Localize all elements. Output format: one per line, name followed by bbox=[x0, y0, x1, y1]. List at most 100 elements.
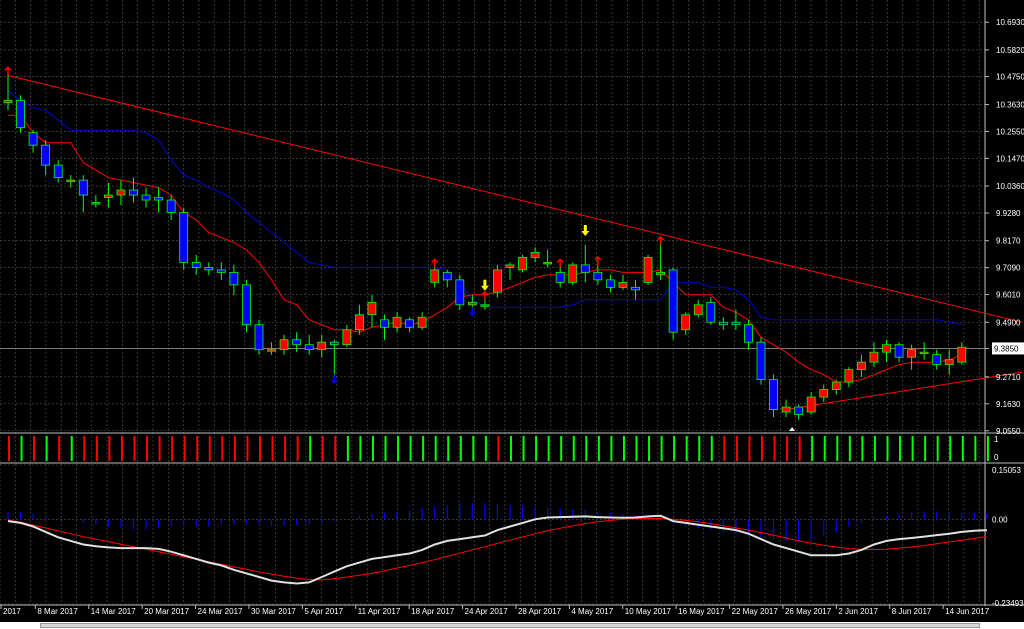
candle-body[interactable] bbox=[518, 257, 527, 271]
candle-body[interactable] bbox=[932, 354, 942, 366]
candle-body[interactable] bbox=[806, 396, 816, 413]
candle-body[interactable] bbox=[417, 316, 427, 328]
candle-body[interactable] bbox=[944, 359, 954, 366]
candle-body[interactable] bbox=[580, 264, 590, 273]
candle-body[interactable] bbox=[919, 351, 929, 355]
oscillator-pane[interactable] bbox=[7, 503, 988, 585]
candle-body[interactable] bbox=[907, 349, 916, 358]
candle-body[interactable] bbox=[91, 202, 101, 205]
osc-main-line bbox=[7, 514, 987, 585]
candle-body[interactable] bbox=[668, 269, 678, 333]
date-tick-label: 2 Jun 2017 bbox=[838, 607, 878, 616]
candle-body[interactable] bbox=[957, 346, 967, 363]
candle-body[interactable] bbox=[292, 339, 302, 346]
candle-body[interactable] bbox=[681, 314, 691, 331]
candle-body[interactable] bbox=[618, 281, 628, 288]
candle-body[interactable] bbox=[706, 301, 716, 323]
osc-tick-label: 0.15053 bbox=[992, 466, 1021, 475]
fractal-down-arrow-icon bbox=[330, 374, 338, 384]
price-tick-label: 9.8170 bbox=[996, 237, 1021, 246]
price-tick-label: 9.0550 bbox=[996, 427, 1021, 436]
candle-body[interactable] bbox=[116, 189, 126, 196]
candle-body[interactable] bbox=[342, 329, 352, 346]
candle-body[interactable] bbox=[769, 379, 778, 410]
candle-body[interactable] bbox=[631, 286, 640, 291]
candle-body[interactable] bbox=[568, 264, 578, 283]
candle-body[interactable] bbox=[154, 197, 164, 201]
candle-body[interactable] bbox=[593, 271, 603, 281]
candle-body[interactable] bbox=[354, 314, 364, 331]
candle-body[interactable] bbox=[66, 179, 76, 182]
date-tick-label: 16 May 2017 bbox=[678, 607, 725, 616]
candle-body[interactable] bbox=[204, 266, 214, 271]
price-tick-label: 9.6010 bbox=[996, 291, 1021, 300]
candle-body[interactable] bbox=[857, 361, 866, 371]
candle-body[interactable] bbox=[141, 194, 151, 201]
candle-body[interactable] bbox=[166, 199, 176, 213]
date-tick-label: 20 Mar 2017 bbox=[144, 607, 189, 616]
candle-body[interactable] bbox=[28, 132, 38, 146]
scrollbar-thumb[interactable] bbox=[40, 623, 980, 628]
date-tick-label: 22 May 2017 bbox=[732, 607, 779, 616]
candle-body[interactable] bbox=[831, 381, 841, 390]
candle-body[interactable] bbox=[16, 99, 25, 129]
fractal-up-arrow-icon bbox=[4, 66, 12, 76]
candle-body[interactable] bbox=[41, 144, 51, 166]
trend-bars-pane[interactable] bbox=[8, 436, 989, 461]
candle-body[interactable] bbox=[3, 99, 13, 104]
candle-body[interactable] bbox=[467, 301, 477, 306]
price-pane[interactable] bbox=[0, 66, 1023, 431]
trendline-upper[interactable] bbox=[7, 74, 1023, 323]
candle-body[interactable] bbox=[329, 341, 339, 346]
date-tick-label: 4 May 2017 bbox=[571, 607, 613, 616]
candle-body[interactable] bbox=[129, 189, 138, 196]
candle-body[interactable] bbox=[656, 271, 665, 276]
candle-body[interactable] bbox=[693, 304, 703, 316]
candle-body[interactable] bbox=[731, 321, 741, 326]
candle-body[interactable] bbox=[317, 341, 327, 351]
candle-body[interactable] bbox=[555, 271, 565, 283]
candle-body[interactable] bbox=[430, 269, 440, 283]
candle-body[interactable] bbox=[367, 301, 377, 316]
candle-body[interactable] bbox=[869, 351, 879, 363]
candle-body[interactable] bbox=[53, 164, 63, 178]
candle-body[interactable] bbox=[543, 261, 553, 265]
candle-body[interactable] bbox=[643, 257, 653, 283]
candle-body[interactable] bbox=[279, 339, 289, 351]
candle-body[interactable] bbox=[844, 369, 854, 383]
candle-body[interactable] bbox=[78, 179, 88, 196]
candle-body[interactable] bbox=[894, 344, 904, 358]
trendline-lower[interactable] bbox=[786, 371, 1023, 411]
candle-body[interactable] bbox=[480, 304, 490, 307]
date-tick-label: 28 Apr 2017 bbox=[518, 607, 562, 616]
candle-body[interactable] bbox=[493, 269, 502, 293]
candle-body[interactable] bbox=[179, 212, 189, 263]
candle-body[interactable] bbox=[191, 261, 201, 268]
date-tick-label: 24 Apr 2017 bbox=[465, 607, 509, 616]
candle-body[interactable] bbox=[882, 344, 891, 353]
candle-body[interactable] bbox=[606, 279, 615, 288]
candle-body[interactable] bbox=[216, 269, 226, 273]
candle-body[interactable] bbox=[455, 279, 465, 306]
price-tick-label: 9.2710 bbox=[996, 373, 1021, 382]
candle-body[interactable] bbox=[405, 319, 415, 328]
price-tick-label: 9.4900 bbox=[996, 318, 1021, 327]
candle-body[interactable] bbox=[744, 324, 753, 343]
candle-body[interactable] bbox=[380, 319, 389, 328]
candle-body[interactable] bbox=[442, 271, 452, 281]
candle-body[interactable] bbox=[781, 406, 791, 413]
candle-body[interactable] bbox=[392, 316, 402, 328]
candle-body[interactable] bbox=[229, 271, 239, 286]
candle-body[interactable] bbox=[505, 264, 515, 268]
candle-body[interactable] bbox=[794, 406, 804, 415]
candle-body[interactable] bbox=[267, 349, 276, 352]
candle-body[interactable] bbox=[718, 321, 728, 326]
candle-body[interactable] bbox=[304, 344, 314, 351]
candle-body[interactable] bbox=[242, 284, 251, 326]
candle-body[interactable] bbox=[756, 341, 766, 381]
candle-body[interactable] bbox=[530, 252, 540, 258]
candle-body[interactable] bbox=[254, 324, 264, 351]
candle-body[interactable] bbox=[819, 389, 829, 398]
candle-body[interactable] bbox=[104, 194, 113, 198]
